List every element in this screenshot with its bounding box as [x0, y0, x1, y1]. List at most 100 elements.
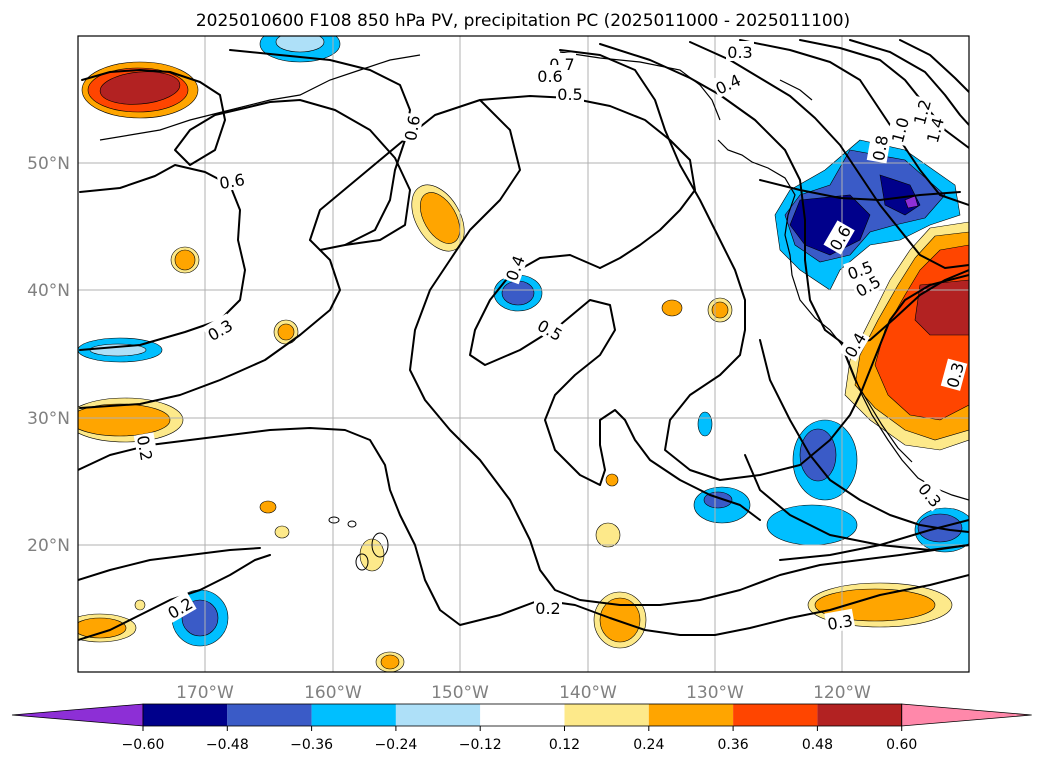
x-tick-label: 150°W [431, 683, 489, 703]
precip-anomaly-area [274, 525, 290, 539]
pv-contour-line [78, 547, 261, 581]
pv-contour-line [739, 39, 969, 206]
contour-label: 0.3 [824, 608, 856, 634]
contour-label-text: 0.2 [133, 434, 156, 462]
colorbar-segment [817, 704, 902, 726]
contour-label: 0.5 [556, 83, 584, 104]
contour-label-background [920, 113, 948, 146]
chart-title: 2025010600 F108 850 hPa PV, precipitatio… [196, 11, 850, 31]
x-tick-label: 170°W [176, 683, 234, 703]
colorbar-segment [480, 704, 565, 726]
precip-anomaly-area [599, 597, 641, 643]
pv-contour-line [899, 39, 969, 93]
precip-anomaly-area [697, 411, 713, 437]
contour-label-text: 0.5 [557, 85, 582, 104]
hawaii-island [355, 553, 369, 571]
contour-label-background [726, 41, 754, 61]
coastline [717, 139, 969, 501]
coastline [99, 54, 421, 141]
colorbar-tick-label: 0.48 [802, 737, 833, 753]
hawaii-island [347, 520, 357, 528]
precip-anomaly-area [661, 299, 683, 317]
contour-label-background [133, 432, 159, 464]
pv-contour-line [409, 99, 969, 606]
contour-label-background [710, 68, 745, 99]
colorbar-tick-label: 0.24 [633, 737, 664, 753]
x-tick-label: 120°W [813, 683, 871, 703]
pv-contour-line [309, 95, 696, 269]
contour-label-background [843, 254, 877, 284]
contour-label-background [216, 167, 248, 193]
contour-label: 0.6 [536, 65, 564, 86]
precip-anomaly-area [595, 522, 621, 548]
precip-anomaly-area [904, 195, 919, 209]
contour-label-background [850, 269, 885, 301]
pv-contour-line [79, 164, 246, 351]
colorbar-segment [227, 704, 312, 726]
contour-label-background [823, 220, 855, 255]
precip-anomaly-area [259, 500, 277, 514]
precip-anomaly-area [799, 428, 837, 482]
precip-anomaly-area [501, 280, 535, 306]
colorbar-tick-label: −0.48 [206, 737, 249, 753]
contour-label-text: 0.3 [727, 43, 752, 62]
colorbar-segment [143, 704, 228, 726]
contour-label: 0.6 [216, 167, 248, 193]
colorbar-segment [564, 704, 649, 726]
x-tick-label: 140°W [559, 683, 617, 703]
coastlines [99, 51, 969, 571]
colorbar-tick-label: −0.24 [374, 737, 417, 753]
precip-anomaly-area [174, 249, 196, 271]
contour-label-background [533, 313, 568, 345]
map-frame [77, 35, 970, 673]
precip-anomaly-area [380, 654, 400, 670]
colorbar-segment [648, 704, 734, 726]
pv-contour-line [849, 39, 969, 126]
precip-anomaly-area [134, 599, 146, 611]
contour-label-background [534, 597, 562, 617]
pv-contour-line [81, 69, 411, 251]
colorbar-extend-high [901, 703, 1032, 727]
map-area: 0.70.60.50.30.40.60.60.40.50.50.30.20.20… [78, 36, 969, 672]
y-tick-label: 40°N [27, 281, 70, 301]
pv-contour-line [689, 41, 969, 269]
latitude-tick-labels: 50°N 40°N 30°N 20°N [27, 154, 70, 556]
x-tick-label: 130°W [686, 683, 744, 703]
contour-label-text: 0.2 [535, 599, 560, 618]
contour-label-text: 0.6 [537, 67, 562, 86]
precip-anomaly-area [275, 36, 325, 53]
contour-label-background [202, 313, 237, 345]
contour-label: 0.8 [866, 132, 892, 164]
contour-label-background [914, 477, 948, 512]
contour-label: 0.3 [726, 41, 754, 62]
colorbar-tick-label: −0.60 [122, 737, 165, 753]
pv-contour-line [78, 427, 541, 626]
hawaii-island [328, 516, 340, 524]
pv-contour-line [539, 574, 969, 636]
contour-label-background [556, 83, 584, 103]
precip-anomaly-area [420, 192, 460, 244]
pv-contour-line [759, 339, 969, 533]
precip-anomaly-area [914, 279, 969, 336]
gridlines [78, 36, 969, 672]
contour-labels: 0.70.60.50.30.40.60.60.40.50.50.30.20.20… [133, 41, 968, 634]
pv-contour-line [229, 49, 411, 246]
pv-contour-line [759, 179, 961, 201]
y-tick-label: 30°N [27, 409, 70, 429]
colorbar-tick-label: −0.12 [459, 737, 502, 753]
pv-contour-line [79, 239, 341, 409]
contour-label-background [824, 608, 856, 634]
contour-label-background [499, 251, 529, 285]
colorbar-segment [395, 704, 481, 726]
precip-anomaly-area [277, 323, 295, 341]
precip-anomaly-area [711, 301, 729, 319]
contour-label: 0.6 [398, 112, 424, 144]
coastline [844, 354, 913, 463]
precip-anomaly-area [99, 71, 181, 105]
contour-label: 0.2 [534, 597, 562, 618]
coastline [559, 51, 721, 121]
colorbar-tick-label: 0.12 [549, 737, 580, 753]
contour-label-background [940, 358, 968, 391]
colorbar-segment [311, 704, 396, 726]
